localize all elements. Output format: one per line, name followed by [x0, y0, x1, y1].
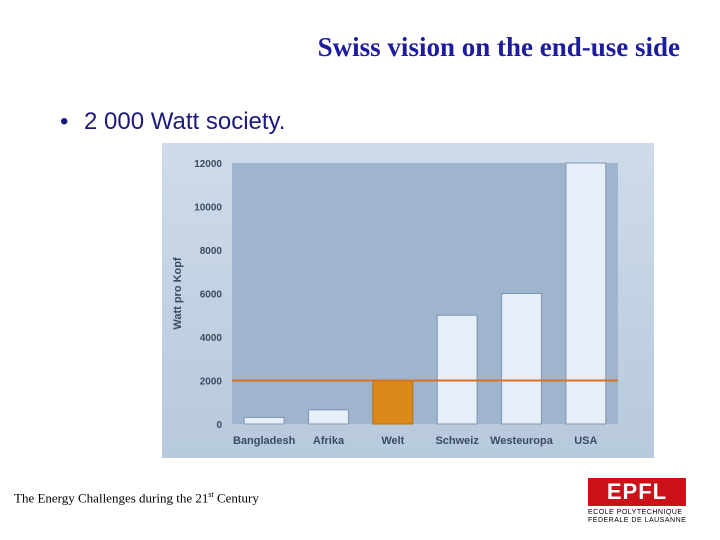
footer-superscript: st [208, 490, 214, 499]
bullet-item: • 2 000 Watt society. [60, 108, 285, 136]
logo-line-1: ECOLE POLYTECHNIQUE [588, 509, 683, 516]
x-tick-label: Afrika [313, 435, 345, 447]
y-tick-label: 8000 [200, 246, 223, 257]
y-tick-label: 12000 [194, 159, 222, 170]
y-tick-label: 0 [216, 420, 222, 431]
footer-suffix: Century [213, 490, 259, 506]
y-tick-label: 6000 [200, 290, 223, 301]
logo-line-2: FEDERALE DE LAUSANNE [588, 517, 687, 524]
bar-schweiz [436, 314, 478, 425]
footer-main: The Energy Challenges during the 21 [14, 490, 209, 506]
slide-title: Swiss vision on the end-use side [317, 32, 680, 62]
y-axis-label: Watt pro Kopf [172, 257, 184, 330]
bar-bangladesh [243, 416, 285, 425]
bar-chart: 0 2000 4000 6000 8000 10000 12000 Watt pro Kopf… [162, 143, 654, 458]
x-tick-label: USA [574, 435, 597, 447]
bar-chart-svg: 0 2000 4000 6000 8000 10000 12000 Watt pro Kopf… [172, 159, 618, 447]
y-tick-label: 10000 [194, 203, 222, 214]
x-tick-label: Westeuropa [490, 435, 554, 447]
y-tick-label: 4000 [200, 333, 223, 344]
plot-area [232, 163, 618, 424]
y-tick-label: 2000 [200, 377, 223, 388]
bar-afrika [308, 409, 349, 425]
x-tick-label: Schweiz [435, 435, 479, 447]
bar-welt [372, 380, 414, 425]
x-tick-label: Welt [381, 435, 404, 447]
bullet-text: 2 000 Watt society. [84, 108, 286, 135]
footer-text: The Energy Challenges during the 21st Ce… [14, 490, 259, 506]
x-tick-label: Bangladesh [233, 435, 296, 447]
bar-westeuropa [501, 293, 542, 425]
epfl-logo: EPFL ECOLE POLYTECHNIQUE FEDERALE DE LAU… [588, 478, 686, 526]
bullet-dot: • [60, 108, 69, 135]
logo-mark: EPFL [588, 478, 686, 506]
bar-usa [565, 162, 607, 425]
